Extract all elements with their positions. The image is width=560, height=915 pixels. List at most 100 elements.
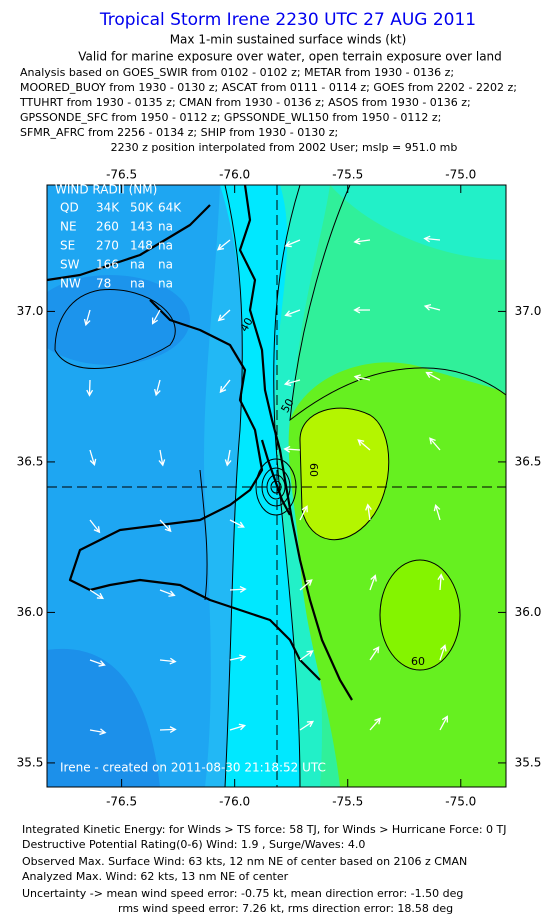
wind-radii-cell: 143 (130, 220, 153, 234)
wind-radii-cell: NW (60, 277, 81, 291)
wind-radii-cell: 270 (96, 239, 119, 253)
title: Tropical Storm Irene 2230 UTC 27 AUG 201… (99, 10, 476, 30)
wind-radii-cell: SE (60, 239, 75, 253)
wind-arrow (425, 371, 441, 381)
wind-arrow (299, 579, 313, 591)
footer-line: Destructive Potential Rating(0-6) Wind: … (22, 838, 365, 851)
wind-arrow (283, 379, 301, 387)
wind-radii-cell: na (130, 277, 145, 291)
wind-arrow (284, 309, 301, 317)
wind-arrow (224, 449, 232, 467)
wind-arrow (423, 235, 441, 243)
y-tick-label: 35.5 (17, 755, 44, 769)
wind-radii-cell: 64K (158, 201, 182, 215)
analysis-line: MOORED_BUOY from 1930 - 0130 z; ASCAT fr… (20, 81, 517, 94)
wind-arrow (159, 726, 177, 734)
wind-radii-cell: na (158, 220, 173, 234)
x-tick-label: -75.5 (332, 168, 363, 182)
wind-radii-cell: 34K (96, 201, 120, 215)
wind-radii-cell: 166 (96, 258, 119, 272)
wind-radii-title: WIND RADII (NM) (55, 183, 157, 197)
position-note: 2230 z position interpolated from 2002 U… (111, 141, 458, 154)
x-tick-label: -75.5 (332, 795, 363, 809)
y-tick-label: 37.0 (515, 304, 542, 318)
wind-arrow (439, 715, 448, 731)
wind-arrow (353, 237, 371, 245)
wind-arrow (369, 574, 377, 591)
wind-radii-cell: QD (60, 201, 79, 215)
y-tick-label: 35.5 (515, 755, 542, 769)
wind-arrow (229, 585, 247, 593)
wind-arrow (439, 644, 447, 661)
x-tick-label: -76.0 (219, 168, 250, 182)
wind-radii-cell: 78 (96, 277, 111, 291)
contour-label: 60 (307, 463, 320, 477)
wind-arrow (229, 723, 247, 731)
wind-radii-cell: na (158, 258, 173, 272)
wind-radii-cell: na (158, 277, 173, 291)
wind-arrow (89, 589, 105, 600)
analysis-line: Analysis based on GOES_SWIR from 0102 - … (20, 66, 454, 79)
wind-radii-cell: 260 (96, 220, 119, 234)
wind-arrow (216, 239, 231, 251)
wind-arrow (369, 717, 382, 731)
wind-arrow (353, 374, 371, 381)
wind-radii-cell: NE (60, 220, 77, 234)
y-tick-label: 36.5 (515, 454, 542, 468)
wind-arrow (299, 720, 314, 731)
wind-arrow (151, 309, 161, 325)
wind-arrow (365, 503, 372, 521)
y-tick-label: 36.0 (515, 605, 542, 619)
contour-label: 50 (278, 396, 296, 415)
credit: Irene - created on 2011-08-30 21:18:52 U… (60, 761, 326, 775)
contour-label: 40 (237, 315, 255, 334)
wind-radii-cell: 50K (130, 201, 154, 215)
x-tick-label: -76.5 (106, 168, 137, 182)
x-tick-label: -75.0 (445, 168, 476, 182)
wind-arrow (423, 304, 441, 311)
wind-arrow (437, 573, 445, 591)
footer-line: Analyzed Max. Wind: 62 kts, 13 nm NE of … (22, 870, 289, 883)
wind-arrow (159, 589, 176, 597)
footer-line: rms wind speed error: 7.26 kt, rms direc… (118, 902, 453, 915)
y-tick-label: 36.5 (17, 454, 44, 468)
wind-arrow (89, 659, 106, 667)
wind-arrow (353, 306, 371, 314)
x-tick-label: -76.0 (219, 795, 250, 809)
wind-radii-cell: SW (60, 258, 80, 272)
map-frame (46, 184, 507, 788)
wind-radii-cell: 148 (130, 239, 153, 253)
wind-arrow (83, 309, 91, 327)
wind-arrow (158, 449, 166, 467)
footer-line: Integrated Kinetic Energy: for Winds > T… (22, 823, 507, 836)
analysis-line: GPSSONDE_SFC from 1950 - 0112 z; GPSSOND… (20, 111, 441, 124)
x-tick-label: -75.0 (445, 795, 476, 809)
wind-arrow (89, 449, 97, 467)
validity: Valid for marine exposure over water, op… (78, 50, 502, 64)
analysis-line: TTUHRT from 1930 - 0135 z; CMAN from 193… (19, 96, 471, 109)
wind-arrow (89, 519, 101, 534)
wind-arrow (89, 728, 107, 736)
wind-arrow (284, 239, 301, 248)
wind-arrow (283, 445, 301, 453)
footer-line: Uncertainty -> mean wind speed error: -0… (22, 887, 463, 900)
analysis-line: SFMR_AFRC from 2256 - 0134 z; SHIP from … (20, 126, 338, 139)
wind-arrow (369, 646, 380, 661)
wind-arrow (159, 657, 177, 665)
subtitle: Max 1-min sustained surface winds (kt) (170, 33, 407, 47)
wind-radii-cell: na (158, 239, 173, 253)
y-tick-label: 37.0 (17, 304, 44, 318)
contour-label: 60 (411, 655, 425, 668)
wind-arrow (159, 519, 172, 533)
wind-arrow (299, 650, 314, 661)
wind-arrow (219, 379, 231, 394)
wind-arrow (433, 503, 441, 521)
wind-arrow (229, 654, 247, 662)
x-tick-label: -76.5 (106, 795, 137, 809)
wind-arrow (357, 439, 371, 451)
wind-arrow (86, 379, 94, 397)
wind-arrow (299, 505, 308, 521)
wind-arrow (154, 379, 161, 397)
